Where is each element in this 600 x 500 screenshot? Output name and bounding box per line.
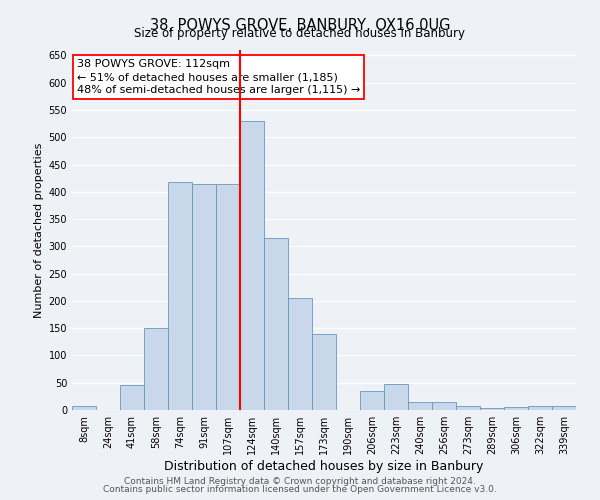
Bar <box>264 238 288 410</box>
Bar <box>240 121 264 410</box>
Bar <box>312 334 336 410</box>
Bar <box>528 406 552 410</box>
Bar <box>192 184 216 410</box>
Bar <box>432 402 456 410</box>
Text: 38 POWYS GROVE: 112sqm
← 51% of detached houses are smaller (1,185)
48% of semi-: 38 POWYS GROVE: 112sqm ← 51% of detached… <box>77 59 361 96</box>
X-axis label: Distribution of detached houses by size in Banbury: Distribution of detached houses by size … <box>164 460 484 473</box>
Bar <box>408 402 432 410</box>
Bar <box>384 384 408 410</box>
Bar <box>168 182 192 410</box>
Bar <box>216 184 240 410</box>
Bar <box>288 298 312 410</box>
Y-axis label: Number of detached properties: Number of detached properties <box>34 142 44 318</box>
Bar <box>72 406 96 410</box>
Bar <box>456 406 480 410</box>
Text: 38, POWYS GROVE, BANBURY, OX16 0UG: 38, POWYS GROVE, BANBURY, OX16 0UG <box>150 18 450 32</box>
Bar <box>552 406 576 410</box>
Bar <box>504 408 528 410</box>
Text: Contains public sector information licensed under the Open Government Licence v3: Contains public sector information licen… <box>103 484 497 494</box>
Text: Contains HM Land Registry data © Crown copyright and database right 2024.: Contains HM Land Registry data © Crown c… <box>124 477 476 486</box>
Bar <box>480 408 504 410</box>
Bar <box>120 386 144 410</box>
Bar <box>144 328 168 410</box>
Bar <box>360 391 384 410</box>
Text: Size of property relative to detached houses in Banbury: Size of property relative to detached ho… <box>134 28 466 40</box>
